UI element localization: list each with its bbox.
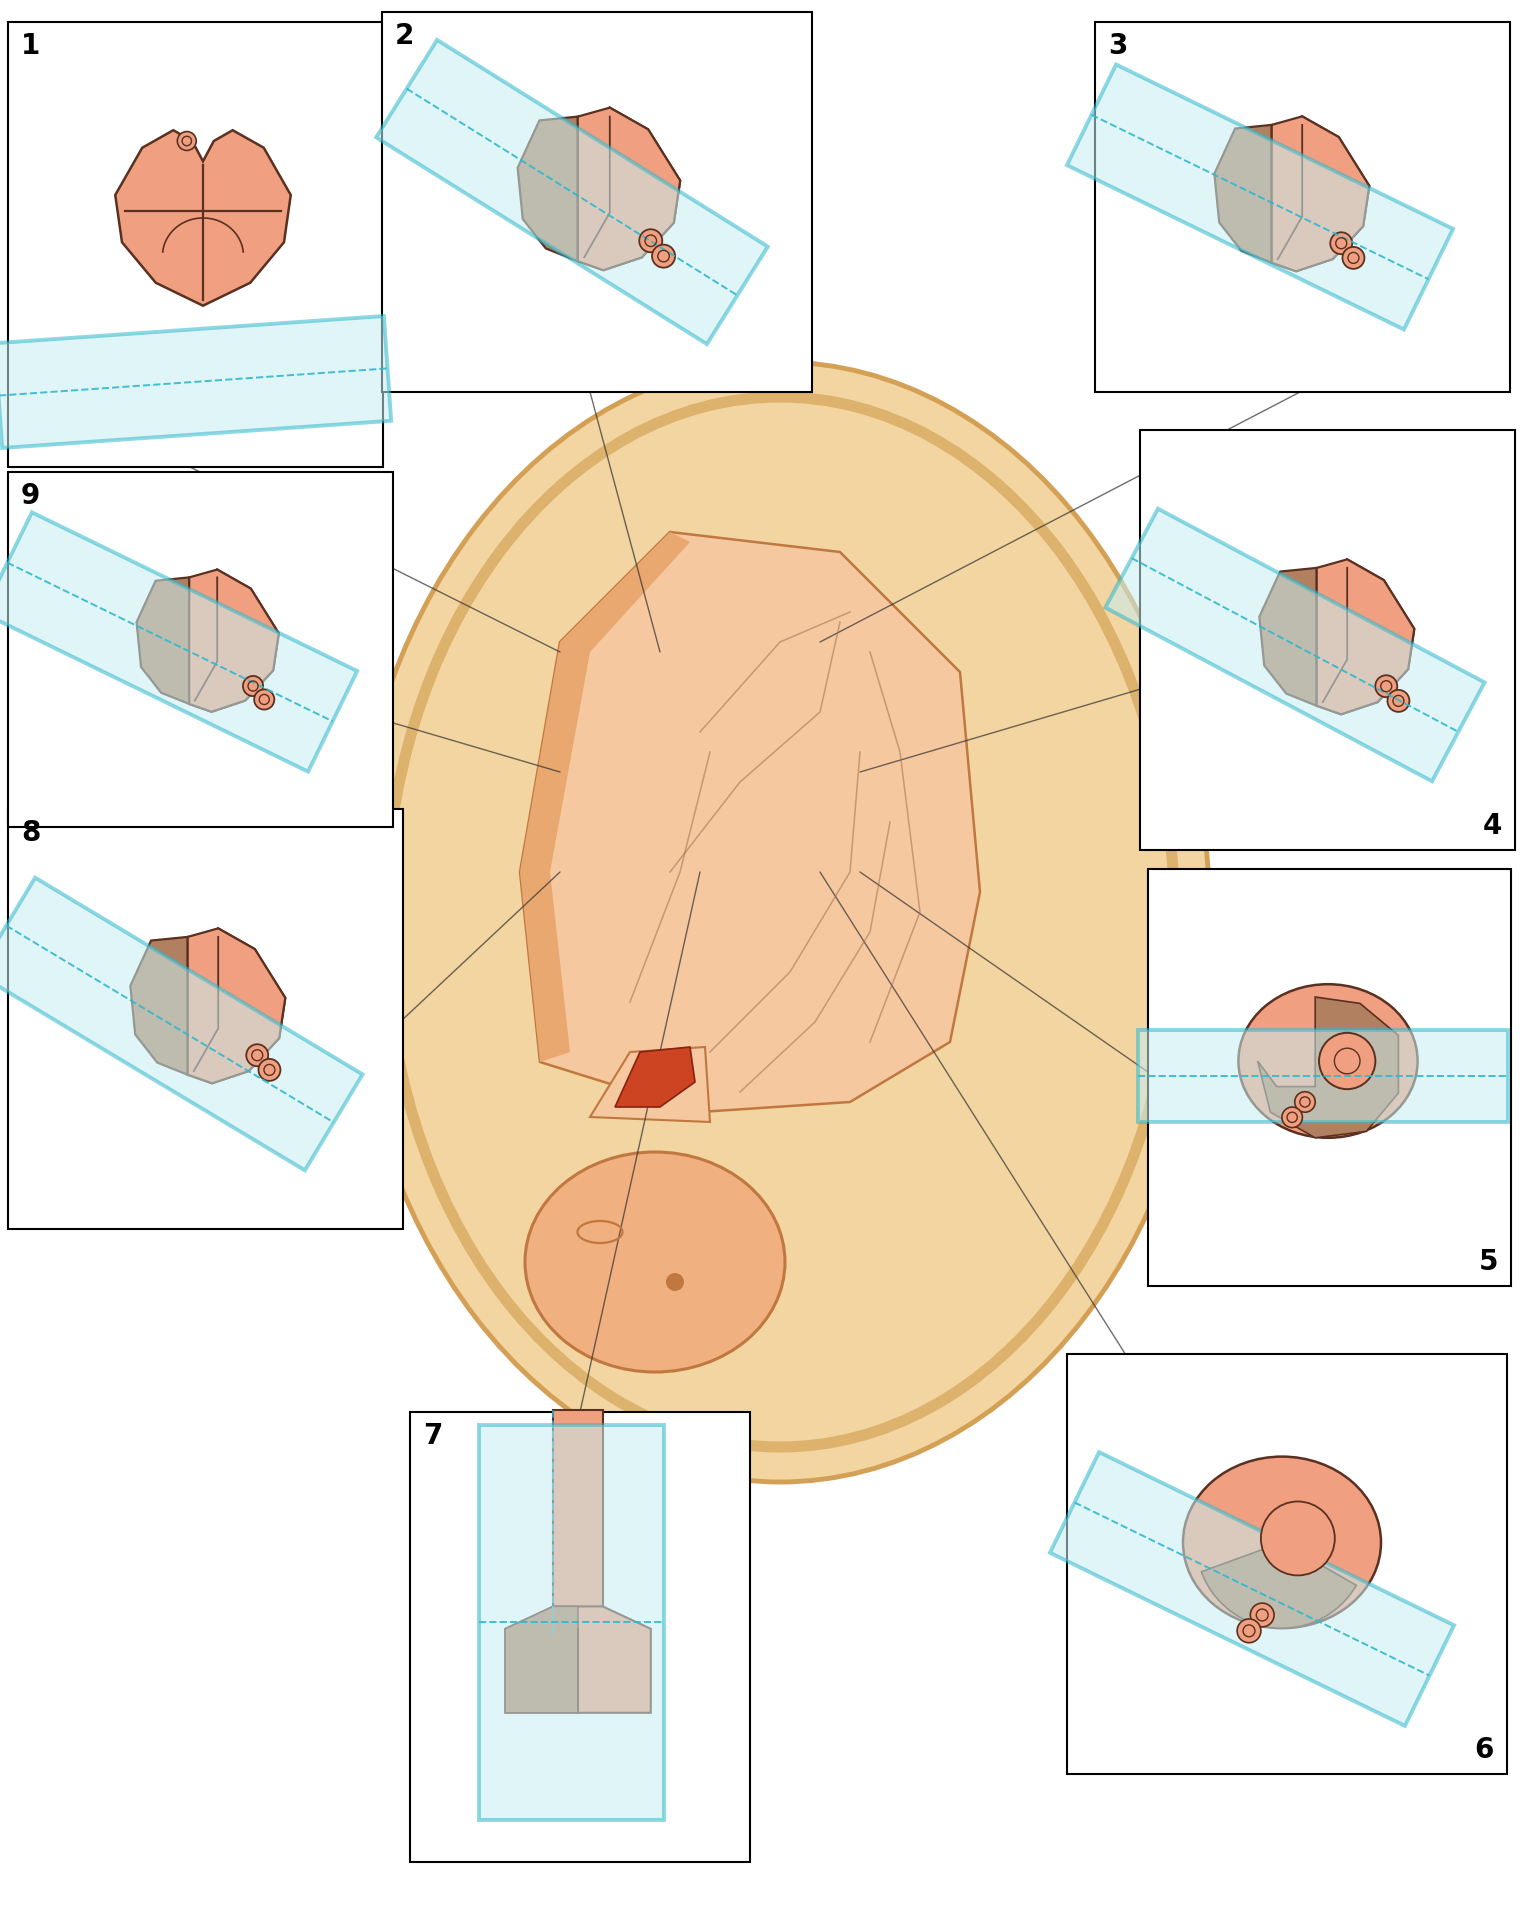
Circle shape (244, 677, 263, 696)
Polygon shape (615, 1047, 694, 1107)
Circle shape (254, 690, 274, 709)
Circle shape (652, 244, 675, 267)
Polygon shape (577, 108, 681, 271)
Polygon shape (589, 1047, 710, 1122)
Bar (382, 12, 812, 392)
Bar (8, 809, 404, 1228)
Circle shape (177, 131, 196, 150)
Circle shape (247, 1044, 268, 1067)
Polygon shape (1317, 559, 1415, 715)
Circle shape (1295, 1092, 1316, 1113)
Ellipse shape (1183, 1457, 1381, 1628)
Text: 8: 8 (21, 819, 41, 848)
Polygon shape (1068, 65, 1453, 329)
Circle shape (666, 1272, 684, 1292)
Polygon shape (0, 315, 391, 448)
Bar (1141, 431, 1515, 850)
Circle shape (1261, 1501, 1334, 1576)
Circle shape (1250, 1603, 1275, 1626)
Polygon shape (506, 1607, 579, 1713)
Circle shape (1375, 675, 1397, 698)
Polygon shape (519, 532, 690, 1063)
Text: 1: 1 (21, 33, 40, 60)
Circle shape (259, 1059, 280, 1080)
Polygon shape (1106, 509, 1485, 782)
Bar (1068, 1353, 1506, 1774)
Polygon shape (116, 131, 291, 306)
Bar (8, 21, 382, 467)
Polygon shape (131, 928, 285, 1084)
Polygon shape (1260, 559, 1415, 715)
Bar (1148, 869, 1511, 1286)
Bar (1095, 21, 1509, 392)
Ellipse shape (1238, 984, 1418, 1138)
Circle shape (1330, 233, 1352, 254)
Polygon shape (480, 1424, 664, 1820)
Text: 9: 9 (21, 482, 40, 509)
Circle shape (1319, 1032, 1375, 1090)
Polygon shape (137, 569, 279, 711)
Circle shape (1342, 246, 1365, 269)
Bar (410, 1413, 749, 1862)
Polygon shape (376, 40, 768, 344)
Polygon shape (518, 108, 681, 271)
Polygon shape (1138, 1030, 1508, 1122)
Circle shape (1387, 690, 1409, 711)
Bar (8, 473, 393, 826)
Polygon shape (0, 513, 358, 771)
Polygon shape (187, 928, 285, 1084)
Circle shape (1282, 1107, 1302, 1128)
Text: 4: 4 (1482, 811, 1502, 840)
Bar (553, 1411, 603, 1634)
Polygon shape (1049, 1453, 1454, 1726)
Polygon shape (1272, 117, 1369, 271)
Polygon shape (1214, 117, 1369, 271)
Text: 5: 5 (1479, 1247, 1499, 1276)
Text: 2: 2 (394, 21, 414, 50)
Polygon shape (506, 1607, 650, 1713)
Text: 6: 6 (1474, 1736, 1494, 1764)
Polygon shape (1258, 998, 1398, 1138)
Circle shape (640, 229, 663, 252)
Text: 7: 7 (423, 1422, 442, 1449)
Polygon shape (0, 878, 362, 1170)
Wedge shape (1202, 1541, 1357, 1628)
Circle shape (1237, 1618, 1261, 1643)
Text: 3: 3 (1109, 33, 1127, 60)
Ellipse shape (525, 1151, 784, 1372)
Polygon shape (519, 532, 979, 1113)
Polygon shape (189, 569, 279, 711)
Ellipse shape (350, 361, 1209, 1482)
